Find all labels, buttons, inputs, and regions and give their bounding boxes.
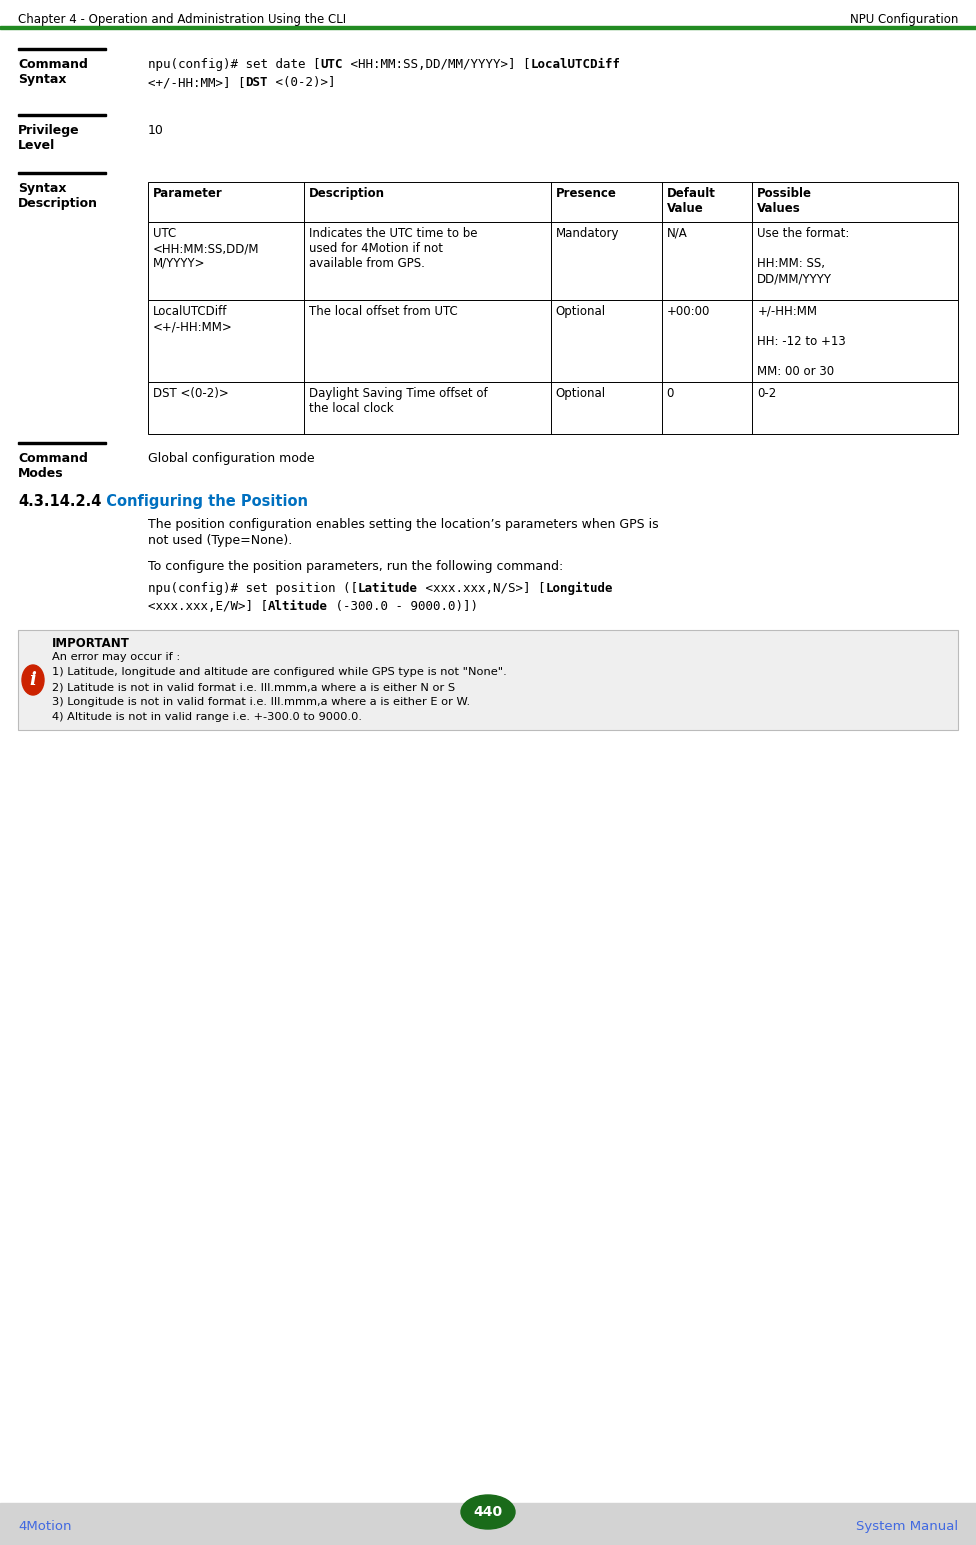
Text: N/A: N/A (667, 227, 687, 239)
Bar (148, 382, 958, 434)
Text: To configure the position parameters, run the following command:: To configure the position parameters, ru… (148, 559, 563, 573)
Bar (0, 1503, 976, 1545)
Text: +00:00: +00:00 (667, 304, 710, 318)
Text: 0: 0 (667, 386, 673, 400)
Text: 1) Latitude, longitude and altitude are configured while GPS type is not "None".: 1) Latitude, longitude and altitude are … (52, 667, 507, 677)
Bar (148, 222, 958, 300)
Text: 4.3.14.2.4: 4.3.14.2.4 (18, 494, 102, 508)
Text: Possible
Values: Possible Values (757, 187, 812, 215)
Text: Command
Syntax: Command Syntax (18, 59, 88, 87)
Text: NPU Configuration: NPU Configuration (850, 12, 958, 26)
Bar (148, 300, 958, 382)
Text: <(0-2)>]: <(0-2)>] (268, 76, 336, 90)
Text: 4) Altitude is not in valid range i.e. +-300.0 to 9000.0.: 4) Altitude is not in valid range i.e. +… (52, 712, 362, 722)
Text: The position configuration enables setting the location’s parameters when GPS is: The position configuration enables setti… (148, 518, 659, 531)
Bar (148, 182, 958, 222)
Text: <HH:MM:SS,DD/MM/YYYY>] [: <HH:MM:SS,DD/MM/YYYY>] [ (343, 59, 531, 71)
Bar (18, 113, 106, 116)
Bar (18, 48, 106, 49)
Text: Description: Description (308, 187, 385, 199)
Bar (18, 630, 958, 729)
Text: +/-HH:MM

HH: -12 to +13

MM: 00 or 30: +/-HH:MM HH: -12 to +13 MM: 00 or 30 (757, 304, 846, 379)
Text: <xxx.xxx,E/W>] [: <xxx.xxx,E/W>] [ (148, 599, 268, 613)
Ellipse shape (22, 664, 44, 695)
Text: LocalUTCDiff: LocalUTCDiff (531, 59, 621, 71)
Bar (18, 171, 106, 175)
Text: Default
Value: Default Value (667, 187, 715, 215)
Text: (-300.0 - 9000.0)]): (-300.0 - 9000.0)]) (328, 599, 478, 613)
Text: Mandatory: Mandatory (555, 227, 619, 239)
Text: An error may occur if :: An error may occur if : (52, 652, 181, 661)
Bar (18, 442, 106, 443)
Text: i: i (29, 671, 36, 689)
Text: Daylight Saving Time offset of
the local clock: Daylight Saving Time offset of the local… (308, 386, 487, 416)
Text: Indicates the UTC time to be
used for 4Motion if not
available from GPS.: Indicates the UTC time to be used for 4M… (308, 227, 477, 270)
Text: Optional: Optional (555, 304, 606, 318)
Text: Privilege
Level: Privilege Level (18, 124, 80, 151)
Text: IMPORTANT: IMPORTANT (52, 637, 130, 650)
Text: Syntax
Description: Syntax Description (18, 182, 98, 210)
Text: LocalUTCDiff
<+/-HH:MM>: LocalUTCDiff <+/-HH:MM> (153, 304, 232, 334)
Text: Command
Modes: Command Modes (18, 453, 88, 480)
Text: npu(config)# set position ([: npu(config)# set position ([ (148, 582, 358, 595)
Text: UTC
<HH:MM:SS,DD/M
M/YYYY>: UTC <HH:MM:SS,DD/M M/YYYY> (153, 227, 260, 270)
Text: 440: 440 (473, 1505, 503, 1519)
Text: Chapter 4 - Operation and Administration Using the CLI: Chapter 4 - Operation and Administration… (18, 12, 346, 26)
Text: 10: 10 (148, 124, 164, 138)
Text: Altitude: Altitude (268, 599, 328, 613)
Text: Presence: Presence (555, 187, 617, 199)
Bar (0, 26, 976, 29)
Text: System Manual: System Manual (856, 1520, 958, 1533)
Ellipse shape (461, 1496, 515, 1530)
Text: <xxx.xxx,N/S>] [: <xxx.xxx,N/S>] [ (418, 582, 546, 595)
Text: DST: DST (246, 76, 268, 90)
Text: Longitude: Longitude (546, 582, 613, 595)
Text: <+/-HH:MM>] [: <+/-HH:MM>] [ (148, 76, 246, 90)
Text: 3) Longitude is not in valid format i.e. lll.mmm,a where a is either E or W.: 3) Longitude is not in valid format i.e.… (52, 697, 470, 708)
Text: 4Motion: 4Motion (18, 1520, 71, 1533)
Text: DST <(0-2)>: DST <(0-2)> (153, 386, 228, 400)
Text: Global configuration mode: Global configuration mode (148, 453, 314, 465)
Text: not used (Type=None).: not used (Type=None). (148, 535, 292, 547)
Text: The local offset from UTC: The local offset from UTC (308, 304, 458, 318)
Text: Use the format:

HH:MM: SS,
DD/MM/YYYY: Use the format: HH:MM: SS, DD/MM/YYYY (757, 227, 850, 284)
Text: 0-2: 0-2 (757, 386, 777, 400)
Text: Optional: Optional (555, 386, 606, 400)
Text: 2) Latitude is not in valid format i.e. lll.mmm,a where a is either N or S: 2) Latitude is not in valid format i.e. … (52, 681, 455, 692)
Text: Latitude: Latitude (358, 582, 418, 595)
Text: Configuring the Position: Configuring the Position (96, 494, 308, 508)
Text: Parameter: Parameter (153, 187, 223, 199)
Text: npu(config)# set date [: npu(config)# set date [ (148, 59, 320, 71)
Text: UTC: UTC (320, 59, 343, 71)
